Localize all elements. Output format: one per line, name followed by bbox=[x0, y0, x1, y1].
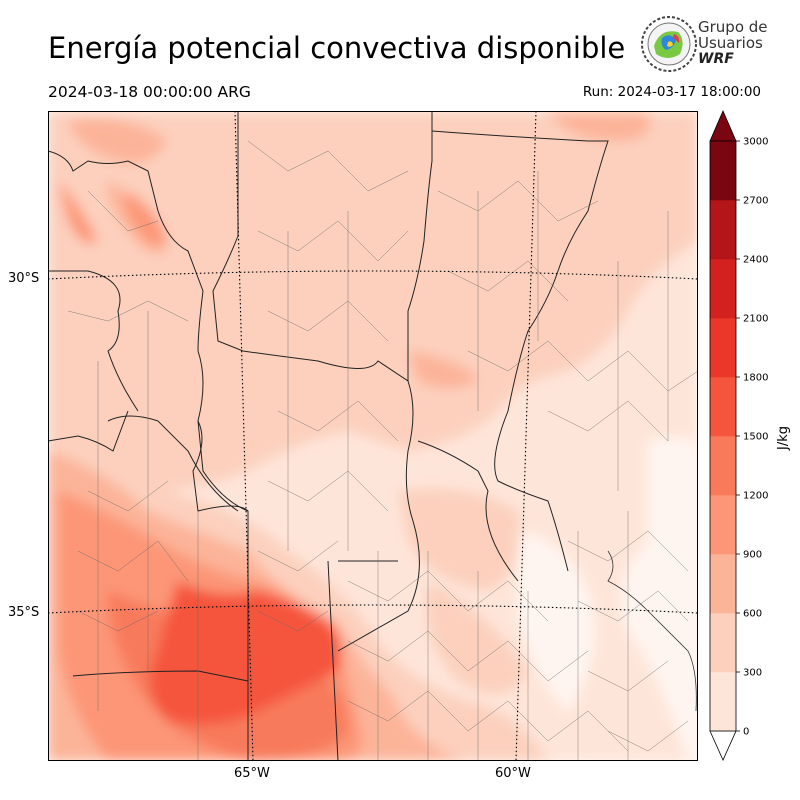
colorbar-extend-over bbox=[709, 109, 737, 142]
colorbar-band bbox=[710, 613, 736, 673]
lat-label-30s: 30°S bbox=[8, 271, 40, 286]
colorbar-bands bbox=[709, 109, 737, 761]
lon-label-65w: 65°W bbox=[234, 766, 270, 781]
cape-map bbox=[48, 111, 698, 761]
graticule bbox=[48, 111, 698, 761]
colorbar-tick-label: 2100 bbox=[743, 314, 768, 325]
wrf-logo bbox=[641, 16, 697, 72]
colorbar-unit-label: J/kg bbox=[776, 426, 791, 451]
colorbar-band bbox=[710, 495, 736, 555]
valid-time: 2024-03-18 00:00:00 ARG bbox=[48, 83, 251, 101]
colorbar-ticks: 0 300 600 900 1200 1500 1800 2100 2400 2700 3000 bbox=[736, 137, 768, 738]
wrf-logo-text: Grupo de Usuarios WRF bbox=[698, 19, 768, 67]
colorbar-band bbox=[710, 554, 736, 614]
colorbar-tick-label: 3000 bbox=[743, 137, 768, 148]
logo-line3: WRF bbox=[698, 51, 734, 67]
run-time: Run: 2024-03-17 18:00:00 bbox=[582, 84, 761, 100]
map-frame bbox=[48, 111, 698, 761]
colorbar-tick-label: 1500 bbox=[743, 432, 768, 443]
colorbar-tick-label: 900 bbox=[743, 550, 762, 561]
colorbar-tick-label: 600 bbox=[743, 609, 762, 620]
cape-contours bbox=[48, 111, 698, 761]
page-title: Energía potencial convectiva disponible bbox=[48, 31, 626, 65]
colorbar-band bbox=[710, 259, 736, 319]
lat-label-35s: 35°S bbox=[8, 605, 40, 620]
logo-line2: Usuarios bbox=[698, 34, 763, 52]
lon-label-60w: 60°W bbox=[495, 766, 531, 781]
colorbar-tick-label: 300 bbox=[743, 668, 762, 679]
colorbar-tick-label: 2700 bbox=[743, 196, 768, 207]
colorbar: 0 300 600 900 1200 1500 1800 2100 2400 2700 3000 J… bbox=[709, 109, 791, 761]
colorbar-band bbox=[710, 377, 736, 437]
colorbar-tick-label: 2400 bbox=[743, 255, 768, 266]
logo-line1: Grupo de bbox=[698, 18, 768, 36]
province-borders bbox=[48, 111, 609, 761]
colorbar-extend-under bbox=[709, 730, 737, 761]
colorbar-tick-label: 1200 bbox=[743, 491, 768, 502]
colorbar-tick-label: 1800 bbox=[743, 373, 768, 384]
colorbar-band bbox=[710, 141, 736, 201]
colorbar-band bbox=[710, 436, 736, 496]
colorbar-band bbox=[710, 672, 736, 732]
colorbar-band bbox=[710, 318, 736, 378]
colorbar-tick-label: 0 bbox=[743, 727, 749, 738]
colorbar-band bbox=[710, 200, 736, 260]
department-borders bbox=[67, 140, 698, 761]
